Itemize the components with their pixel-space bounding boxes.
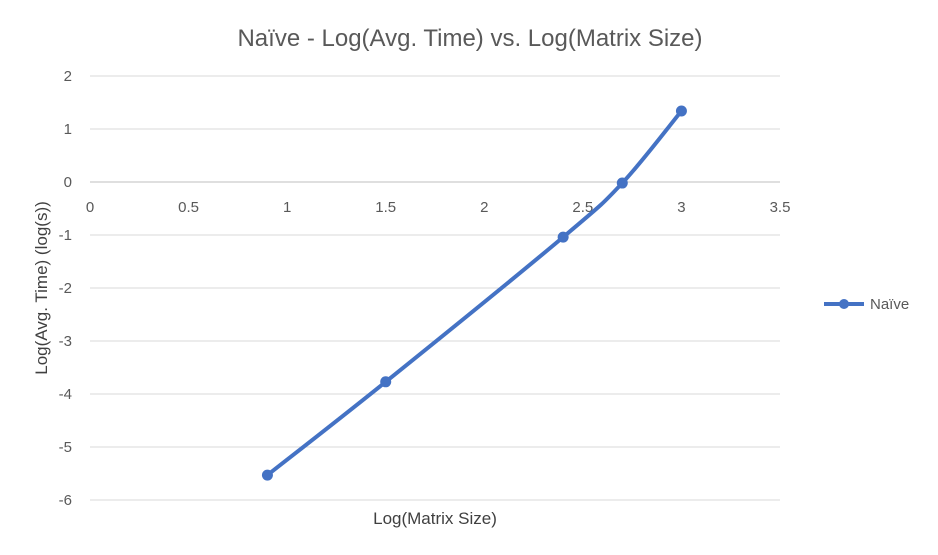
y-tick-label: -2 [59, 280, 72, 297]
y-tick-label: -3 [59, 333, 72, 350]
legend-label-naive: Naïve [870, 296, 909, 313]
data-point [616, 177, 628, 189]
legend: Naïve [824, 296, 909, 313]
data-point [380, 376, 392, 388]
x-axis-label: Log(Matrix Size) [373, 509, 497, 528]
series-line-0 [265, 108, 684, 478]
x-tick-label: 3 [677, 199, 685, 216]
gridlines [90, 75, 780, 501]
y-tick-label: -1 [59, 227, 72, 244]
x-tick-label: 3.5 [770, 199, 791, 216]
data-point [261, 469, 273, 481]
x-tick-label: 0 [86, 199, 94, 216]
x-tick-label: 2.5 [572, 199, 593, 216]
data-point [557, 231, 569, 243]
y-tick-label: 1 [64, 121, 72, 138]
chart-title: Naïve - Log(Avg. Time) vs. Log(Matrix Si… [237, 25, 702, 52]
x-tick-label: 0.5 [178, 199, 199, 216]
y-tick-label: -4 [59, 386, 72, 403]
x-tick-label: 1 [283, 199, 291, 216]
y-tick-label: 2 [64, 68, 72, 85]
x-tick-label: 2 [480, 199, 488, 216]
series-naive [261, 105, 687, 481]
y-tick-label: 0 [64, 174, 72, 191]
y-axis-label: Log(Avg. Time) (log(s)) [32, 201, 51, 375]
x-tick-label: 1.5 [375, 199, 396, 216]
y-tick-label: -6 [59, 492, 72, 509]
y-axis-tick-labels: 2 1 0 -1 -2 -3 -4 -5 -6 [59, 68, 72, 509]
x-axis-tick-labels: 0 0.5 1 1.5 2 2.5 3 3.5 [86, 199, 791, 216]
y-tick-label: -5 [59, 439, 72, 456]
legend-marker-naive [839, 299, 849, 309]
data-point [675, 105, 687, 117]
